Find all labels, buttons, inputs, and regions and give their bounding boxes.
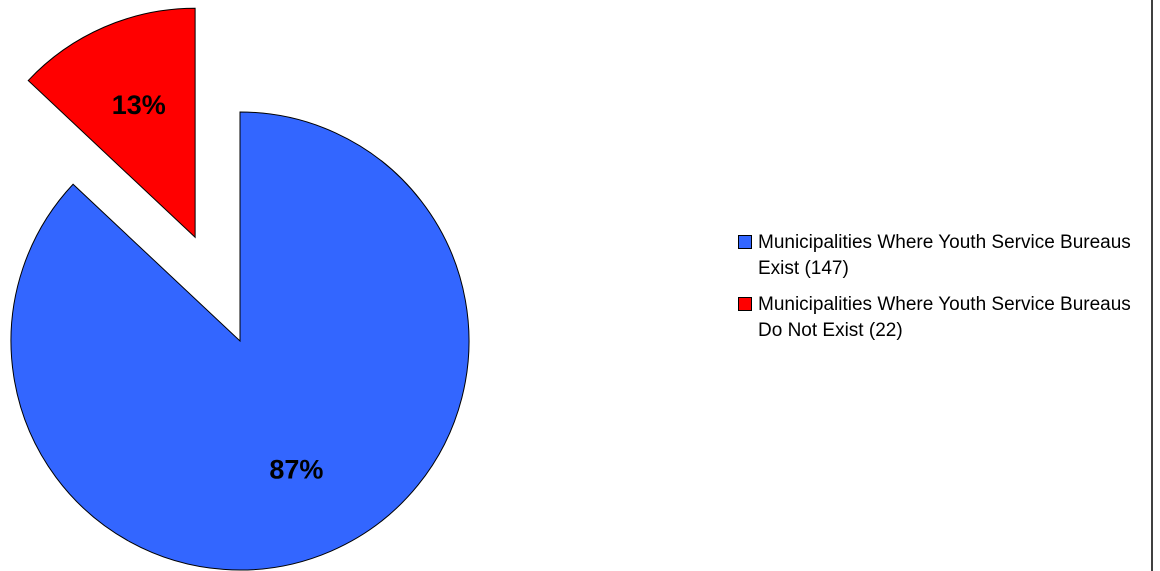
legend: Municipalities Where Youth Service Burea… (738, 230, 1138, 354)
pie-slice (27, 7, 196, 239)
legend-label: Municipalities Where Youth Service Burea… (758, 294, 1131, 341)
pie-slice (10, 111, 470, 571)
slice-label: 13% (112, 90, 166, 120)
legend-swatch (738, 235, 752, 249)
legend-label: Municipalities Where Youth Service Burea… (758, 232, 1131, 279)
legend-item: Municipalities Where Youth Service Burea… (738, 230, 1138, 282)
legend-swatch (738, 297, 752, 311)
slice-label: 87% (269, 454, 323, 484)
legend-item: Municipalities Where Youth Service Burea… (738, 292, 1138, 344)
